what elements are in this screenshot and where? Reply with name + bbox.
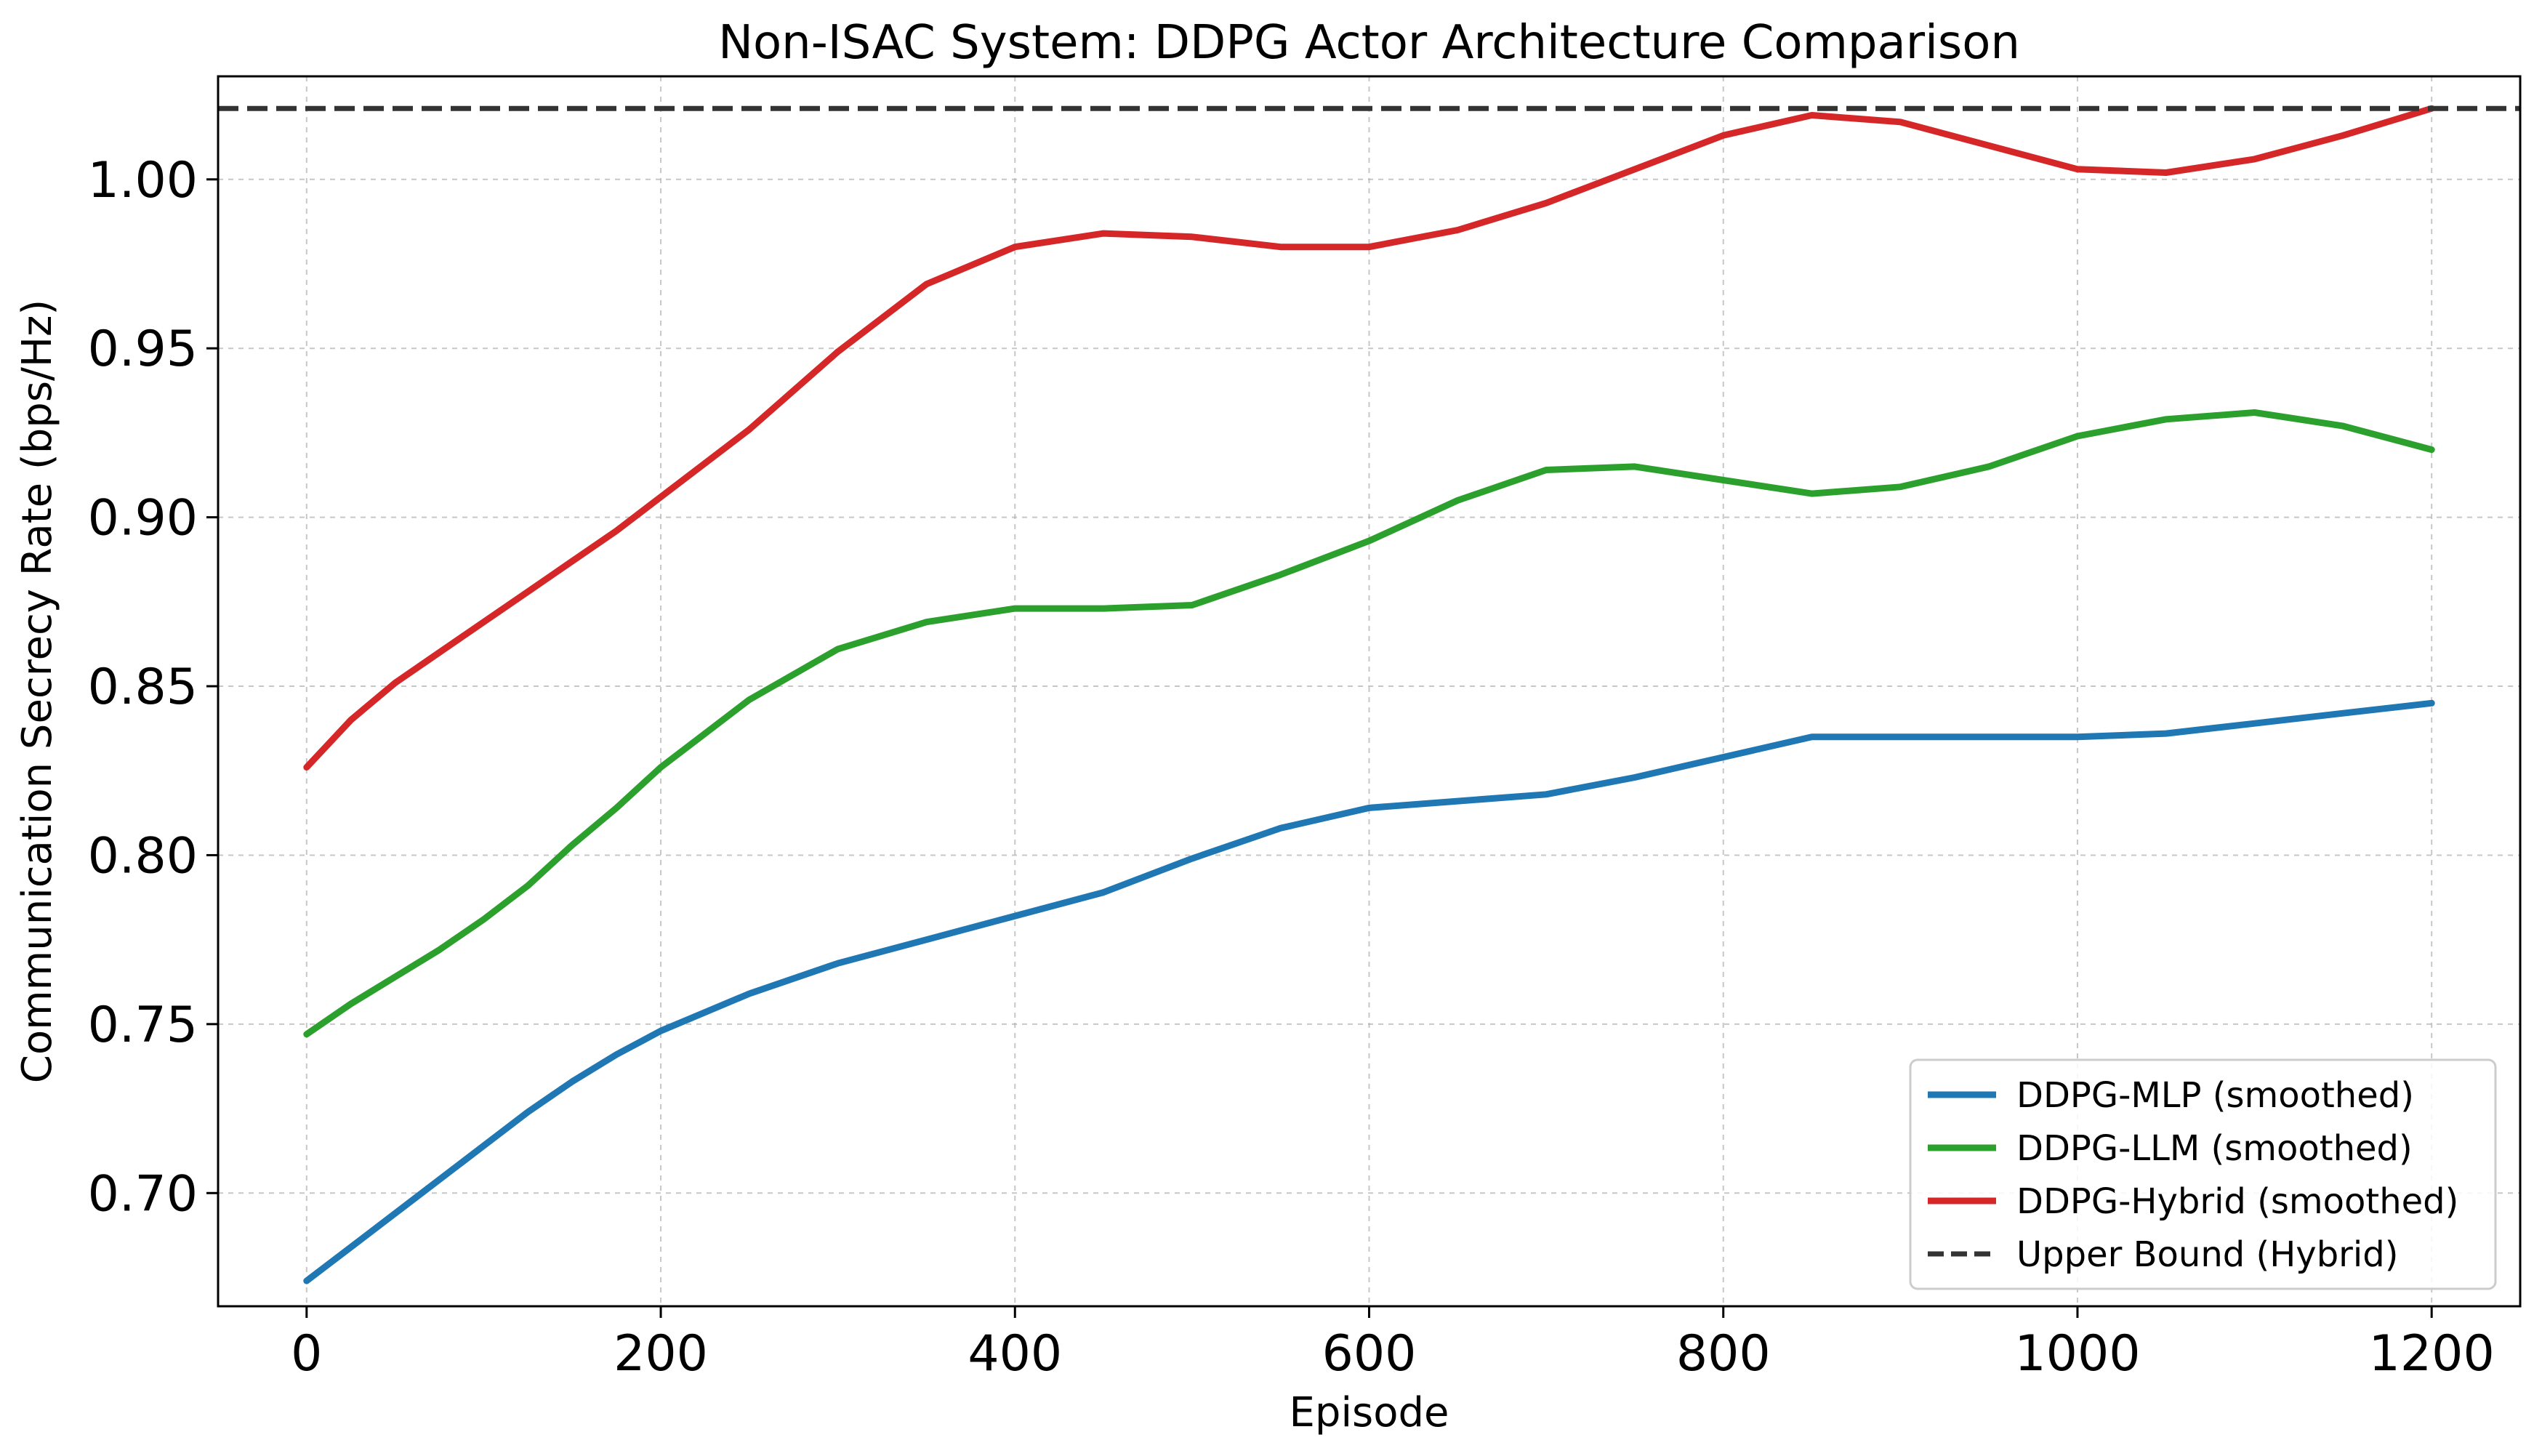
y-tick-label: 0.80 — [88, 827, 198, 885]
x-tick-label: 200 — [614, 1325, 708, 1383]
y-tick-label: 0.90 — [88, 490, 198, 547]
y-tick-label: 0.75 — [88, 997, 198, 1054]
y-tick-label: 1.00 — [88, 152, 198, 209]
x-tick-label: 0 — [291, 1325, 322, 1383]
x-tick-label: 1200 — [2369, 1325, 2495, 1383]
legend-box — [1909, 1058, 2497, 1290]
legend-label-3: Upper Bound (Hybrid) — [2016, 1234, 2398, 1275]
axis-ticks: 0 200 400 600 800 1000 1200 0.70 0.75 0.80 0.85 0.9… — [88, 152, 2495, 1383]
y-tick-label: 0.95 — [88, 321, 198, 378]
legend-label-2: DDPG-Hybrid (smoothed) — [2016, 1181, 2458, 1222]
legend-label-0: DDPG-MLP (smoothed) — [2016, 1075, 2414, 1116]
series-line-2 — [303, 105, 2435, 771]
series-line-1 — [303, 409, 2435, 1038]
y-axis-title: Communication Secrecy Rate (bps/Hz) — [14, 299, 61, 1084]
x-axis-title: Episode — [1290, 1389, 1449, 1436]
legend-label-1: DDPG-LLM (smoothed) — [2016, 1128, 2413, 1169]
y-tick-label: 0.85 — [88, 659, 198, 716]
x-tick-label: 800 — [1676, 1325, 1771, 1383]
series-line-0 — [303, 699, 2435, 1284]
x-tick-label: 600 — [1322, 1325, 1417, 1383]
legend: DDPG-MLP (smoothed) DDPG-LLM (smoothed) DD… — [1909, 1058, 2497, 1290]
x-tick-label: 400 — [968, 1325, 1062, 1383]
chart-title: Non-ISAC System: DDPG Actor Architecture… — [718, 16, 2020, 70]
x-tick-label: 1000 — [2014, 1325, 2140, 1383]
y-tick-label: 0.70 — [88, 1165, 198, 1223]
series-lines — [218, 105, 2520, 1284]
grid — [218, 76, 2520, 1306]
